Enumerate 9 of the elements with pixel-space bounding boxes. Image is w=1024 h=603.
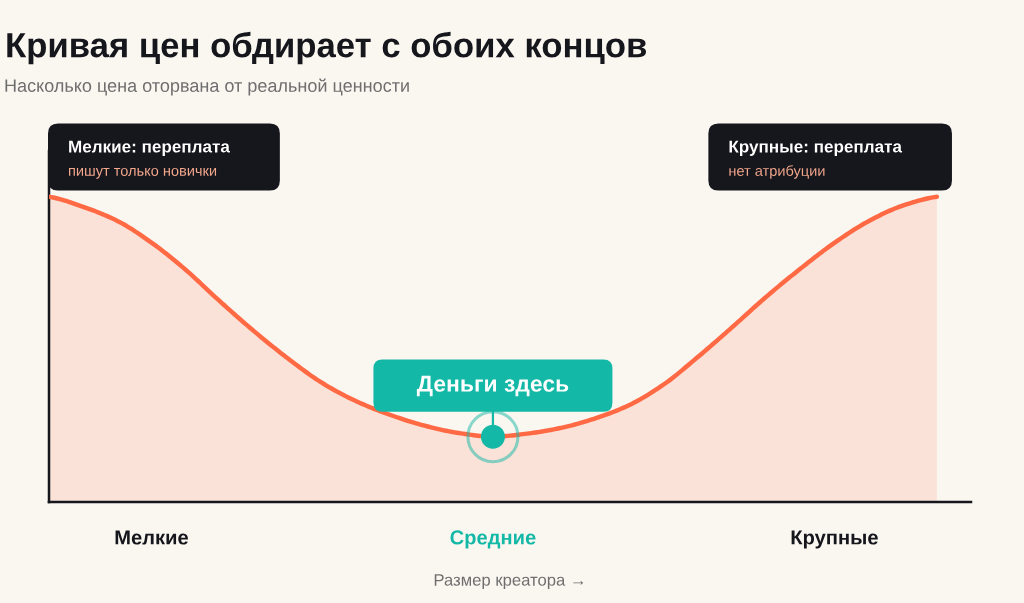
text: Мелкие: переплата пишут только новички: [69, 140, 230, 179]
x-tick-label: Средние: [450, 530, 536, 549]
annotation: Деньги здесь: [416, 375, 569, 397]
text: Крупные: переплата нет атрибуции: [729, 140, 903, 179]
x-axis-title: Размер креатора →: [434, 574, 584, 590]
x-tick-label: Мелкие: [115, 530, 188, 545]
x-tick-label: Крупные: [791, 530, 878, 549]
chart-subtitle: Насколько цена оторвана от реальной ценности: [5, 78, 409, 96]
chart-title: Кривая цен обдирает с обоих концов: [7, 31, 647, 65]
